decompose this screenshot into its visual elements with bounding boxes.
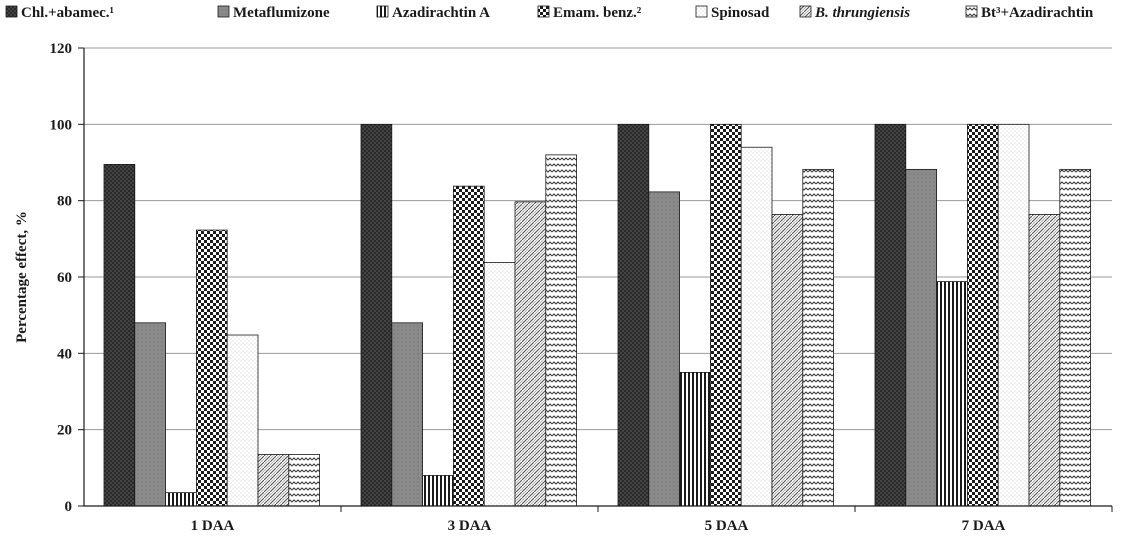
bar-4-3-daa [452,185,485,507]
legend-label-4: Emam. benz.² [553,5,642,21]
bar-6-1-daa [257,454,290,507]
legend-swatch-7 [965,5,978,18]
axes: 0 20 40 60 80 100 120 Percentage effect, % 1 DAA… [14,41,1113,534]
y-tick-label: 20 [57,423,72,439]
bar-5-1-daa [226,334,259,507]
y-tick-label: 100 [50,117,73,133]
legend-label-2: Metaflumizone [233,5,330,21]
x-tick-label: 3 DAA [448,518,492,534]
legend-label-5: Spinosad [711,5,770,21]
bar-7-5-daa [802,168,834,507]
y-tick-label: 120 [50,41,73,57]
legend-swatch-6 [799,5,812,18]
x-tick-label: 5 DAA [705,518,749,534]
legend-swatch-3 [376,5,389,18]
legend-label-1: Chl.+abamec.¹ [21,5,114,21]
y-tick-label: 40 [57,346,72,362]
bar-2-7-daa [905,168,937,507]
bar-2-3-daa [391,322,423,507]
bar-6-5-daa [771,214,804,507]
legend-swatch-4 [537,5,550,18]
bar-4-1-daa [195,229,228,507]
legend-label-3: Azadirachtin A [392,5,490,21]
legend-label-7: Bt³+Azadirachtin [981,5,1094,21]
bar-7-1-daa [288,454,320,507]
bars [103,123,1092,507]
bar-7-3-daa [545,154,577,507]
legend-swatch-1 [5,5,18,18]
y-axis-label: Percentage effect, % [14,211,30,343]
bar-3-1-daa [165,492,197,507]
bar-3-5-daa [679,372,711,507]
bar-4-7-daa [967,123,999,507]
bar-6-7-daa [1028,214,1061,507]
legend-swatch-5 [695,5,708,18]
bar-1-7-daa [874,123,907,507]
bar-5-7-daa [997,123,1030,507]
bar-7-7-daa [1059,168,1092,507]
x-tick-label: 7 DAA [962,518,1006,534]
y-tick-label: 80 [57,194,72,210]
bar-5-5-daa [740,146,773,507]
bar-1-5-daa [617,123,650,507]
legend-label-6: B. thrungiensis [814,5,910,21]
bar-2-5-daa [648,191,680,507]
bar-1-1-daa [103,164,136,507]
bar-2-1-daa [134,322,167,507]
x-tick-label: 1 DAA [191,518,235,534]
y-tick-label: 60 [57,270,72,286]
bar-1-3-daa [360,123,393,507]
legend: Chl.+abamec.¹ Metaflumizone Azadirachtin A… [5,5,1094,21]
bar-3-7-daa [936,281,968,507]
bar-3-3-daa [422,475,454,507]
legend-swatch-2 [217,5,230,18]
y-tick-label: 0 [65,499,73,515]
bar-4-5-daa [710,123,742,507]
bar-6-3-daa [514,201,547,507]
bar-5-3-daa [483,262,516,507]
